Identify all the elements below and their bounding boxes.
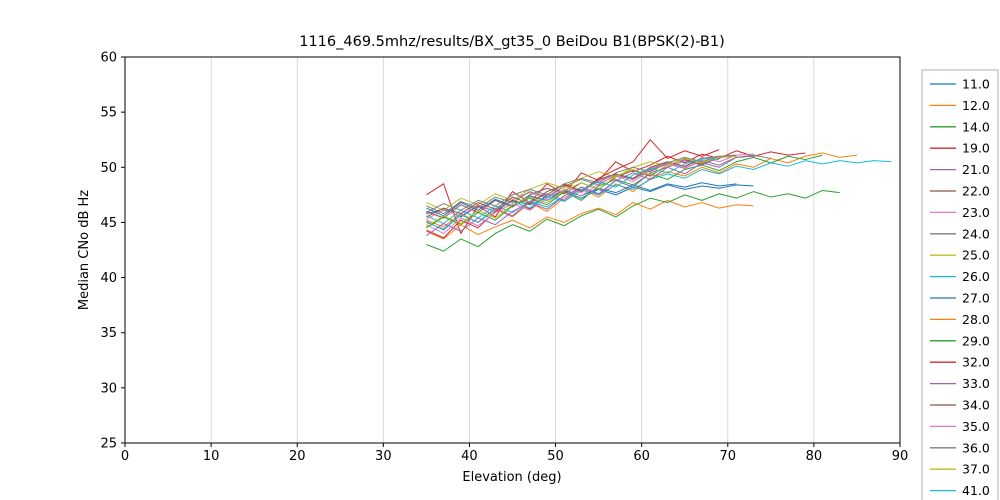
y-tick-label: 45: [100, 216, 117, 231]
legend-label-23.0: 23.0: [962, 205, 990, 220]
series-line-14.0: [426, 154, 823, 229]
chart-title: 1116_469.5mhz/results/BX_gt35_0 BeiDou B…: [299, 34, 725, 50]
x-tick-label: 90: [892, 449, 909, 464]
legend-label-36.0: 36.0: [962, 440, 990, 455]
series-line-33.0: [426, 154, 737, 237]
series-line-36.0: [426, 154, 737, 213]
legend-box: [921, 69, 999, 500]
x-tick-label: 60: [633, 449, 650, 464]
series-line-37.0: [426, 155, 737, 228]
x-tick-label: 10: [203, 449, 220, 464]
legend-label-27.0: 27.0: [962, 291, 990, 306]
legend-label-29.0: 29.0: [962, 333, 990, 348]
y-tick-label: 35: [100, 326, 117, 341]
x-tick-label: 20: [289, 449, 306, 464]
x-axis-label: Elevation (deg): [462, 470, 561, 485]
y-tick-label: 25: [100, 437, 117, 452]
legend-label-28.0: 28.0: [962, 312, 990, 327]
legend-label-11.0: 11.0: [962, 77, 990, 92]
y-axis-label: Median CNo dB Hz: [77, 190, 92, 310]
y-tick-label: 55: [100, 106, 117, 121]
legend-label-25.0: 25.0: [962, 248, 990, 263]
axis-ticks: 0 10 20 30 40 50 60 70 80 90 25 30 35 40 45 50 55 60: [100, 51, 908, 465]
y-tick-label: 30: [100, 381, 117, 396]
series-line-29.0: [426, 189, 840, 252]
legend-label-19.0: 19.0: [962, 141, 990, 156]
series-line-26.0: [426, 160, 892, 225]
y-tick-label: 60: [100, 51, 117, 66]
legend-label-34.0: 34.0: [962, 398, 990, 413]
legend-label-21.0: 21.0: [962, 162, 990, 177]
x-tick-label: 70: [720, 449, 737, 464]
y-tick-label: 50: [100, 161, 117, 176]
x-tick-label: 30: [375, 449, 392, 464]
series-lines: [426, 139, 892, 252]
series-line-41.0: [426, 157, 720, 231]
x-tick-label: 0: [121, 449, 129, 464]
legend-label-22.0: 22.0: [962, 184, 990, 199]
legend-label-26.0: 26.0: [962, 269, 990, 284]
series-line-34.0: [426, 155, 720, 218]
plot-border: [124, 56, 901, 444]
legend-label-33.0: 33.0: [962, 376, 990, 391]
y-tick-label: 40: [100, 271, 117, 286]
grid-lines: [124, 57, 901, 443]
series-line-35.0: [426, 155, 720, 234]
legend-label-35.0: 35.0: [962, 419, 990, 434]
legend-label-37.0: 37.0: [962, 462, 990, 477]
series-line-19.0: [426, 150, 806, 234]
legend: 11.0 12.0 14.0 19.0 21.0 22.0 23.0 24.0 25.0 26.0…: [921, 69, 999, 500]
legend-label-32.0: 32.0: [962, 355, 990, 370]
x-tick-label: 80: [806, 449, 823, 464]
legend-label-41.0: 41.0: [962, 483, 990, 498]
legend-label-14.0: 14.0: [962, 119, 990, 134]
x-tick-label: 40: [461, 449, 478, 464]
legend-label-12.0: 12.0: [962, 98, 990, 113]
series-line-28.0: [426, 199, 754, 240]
x-tick-label: 50: [547, 449, 564, 464]
legend-label-24.0: 24.0: [962, 226, 990, 241]
